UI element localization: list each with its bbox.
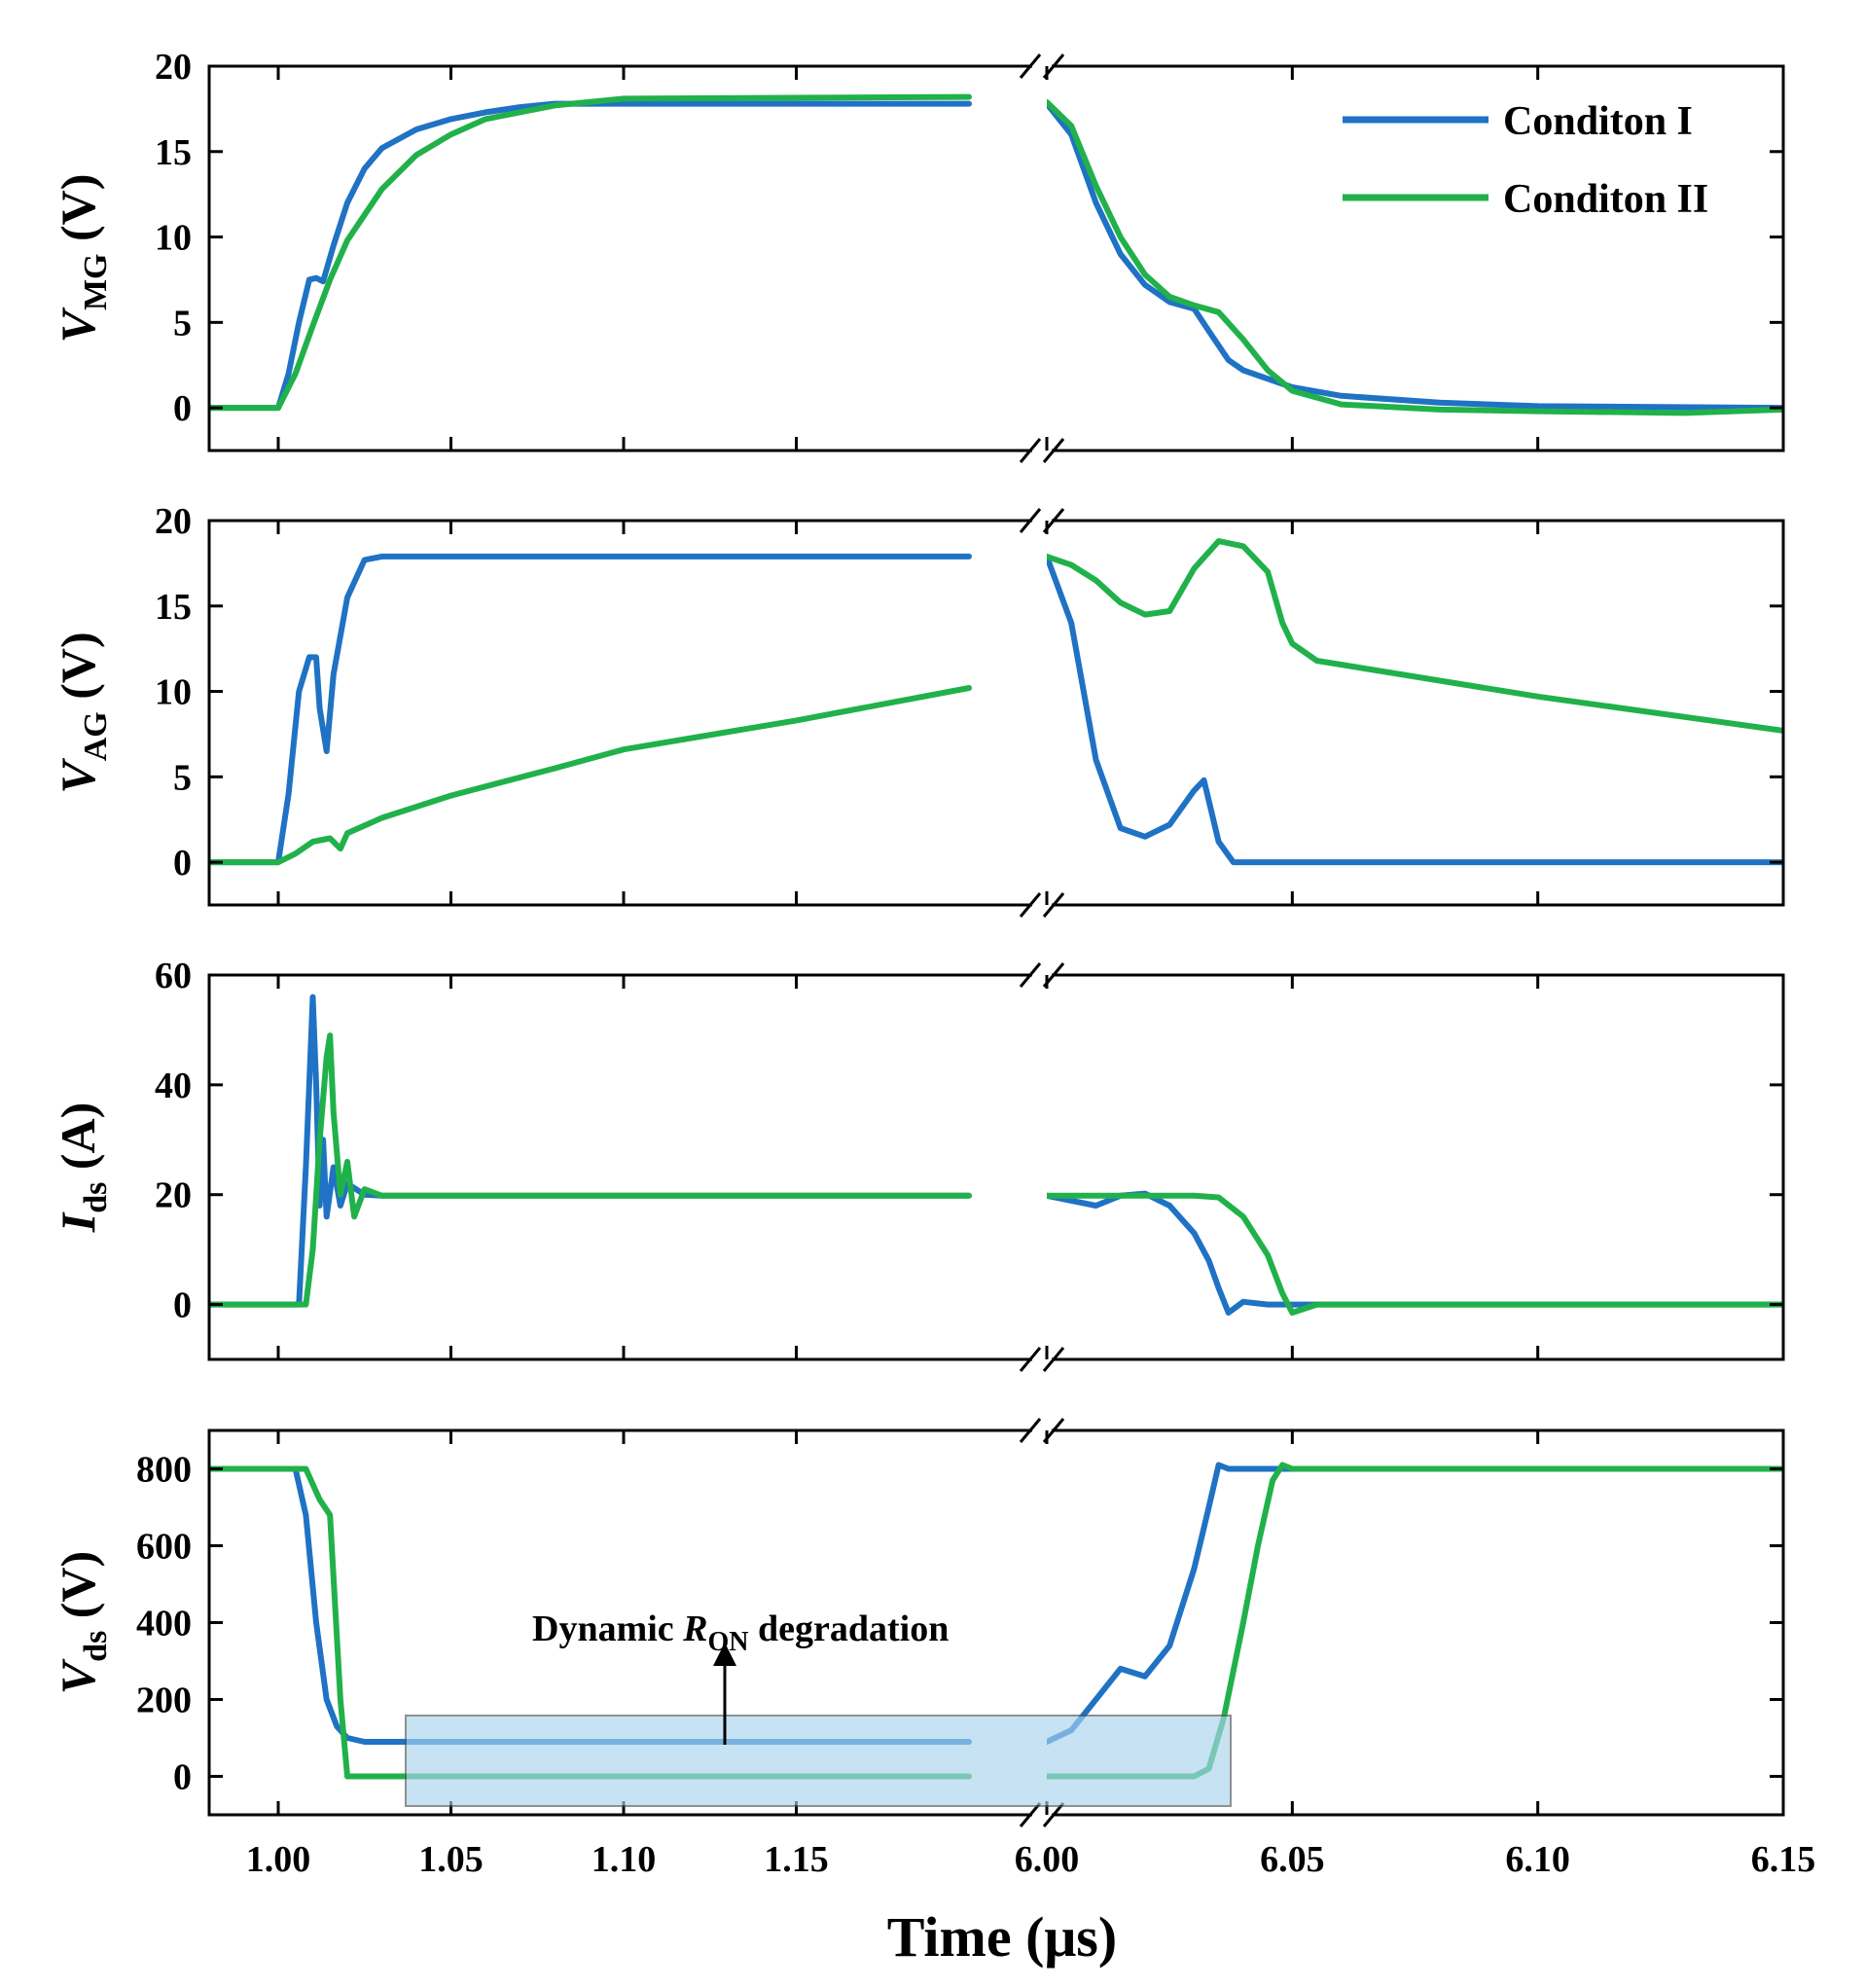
vmg-axis-break-mark-bottom-2: [1042, 438, 1065, 463]
x-axis-label: Time (μs): [887, 1905, 1117, 1969]
vag-ytick-label-5: 5: [173, 757, 192, 798]
vds-series-2-line-a: [209, 1465, 972, 1780]
vag-y-axis-unit: (V): [51, 632, 105, 711]
vag-axis-break-mark-bottom-2: [1042, 892, 1065, 918]
vag-series-2-line-a: [209, 685, 972, 866]
vds-y-axis-subscript: ds: [78, 1631, 114, 1662]
vds-ytick-label-200: 200: [136, 1681, 192, 1721]
ids-series-2-line-b: [1047, 1192, 1783, 1316]
vag-axis-break-mark-top-1: [1019, 508, 1042, 533]
vmg-plot-frame: [207, 64, 1785, 452]
annotation-suffix: degradation: [749, 1608, 950, 1649]
x-tick-label-5: 6.05: [1260, 1839, 1325, 1880]
vds-y-axis-label: Vds (V): [51, 1551, 114, 1694]
vmg-ytick-label-5: 5: [173, 303, 192, 343]
x-tick-label-1: 1.05: [418, 1839, 484, 1880]
panel-ids: 0 20 40 60 Ids (A): [51, 956, 1785, 1372]
legend-label-condition-1: Conditon I: [1503, 99, 1693, 144]
ids-axis-break-mark-bottom-2: [1042, 1347, 1065, 1372]
ids-ytick-label-40: 40: [155, 1066, 192, 1106]
vds-series-1-line-b: [1047, 1462, 1783, 1745]
ids-y-axis-symbol: I: [51, 1211, 105, 1233]
annotation-text: Dynamic RON degradation: [532, 1608, 949, 1657]
ids-y-axis-label: Ids (A): [51, 1102, 114, 1234]
panel-vmg: 0 5 10 15 20 VMG (V): [51, 47, 1785, 463]
vmg-axis-break-mark-top-1: [1019, 54, 1042, 79]
vag-ytick-label-0: 0: [173, 843, 192, 884]
ron-annotation: Dynamic RON degradation: [405, 1608, 1232, 1807]
vag-axis-break-mark-bottom-1: [1019, 892, 1042, 918]
vag-ytick-label-10: 10: [155, 672, 192, 713]
x-tick-label-2: 1.10: [592, 1839, 657, 1880]
vag-y-axis-symbol: V: [51, 758, 105, 794]
legend: Conditon I Conditon II: [1343, 99, 1708, 222]
vmg-ytick-label-0: 0: [173, 388, 192, 429]
legend-label-condition-2: Conditon II: [1503, 177, 1708, 222]
ids-plot-frame: [207, 973, 1785, 1361]
vmg-series-2-line-b: [1047, 98, 1783, 416]
vag-y-axis-subscript: AG: [78, 711, 114, 761]
x-tick-label-3: 1.15: [764, 1839, 829, 1880]
vag-series-1-line-a: [209, 553, 972, 866]
vds-ytick-label-400: 400: [136, 1604, 192, 1645]
vmg-series-1-line-a: [209, 100, 972, 412]
vmg-ytick-label-10: 10: [155, 218, 192, 259]
vds-ytick-label-600: 600: [136, 1527, 192, 1568]
vag-series-1-line-b: [1047, 553, 1783, 866]
vag-y-axis-label: VAG (V): [51, 632, 114, 793]
annotation-subscript: ON: [708, 1627, 749, 1657]
vag-series-2-line-b: [1047, 538, 1783, 734]
panel-vds: 0 200 400 600 800 1.00 1.05 1.10 1.15 6.00 6.05 6.1…: [51, 1418, 1816, 1880]
ron-highlight-box: [405, 1715, 1232, 1807]
ids-axis-break-mark-bottom-1: [1019, 1347, 1042, 1372]
ids-ytick-label-20: 20: [155, 1175, 192, 1216]
vag-plot-frame: [207, 519, 1785, 907]
ids-ytick-label-0: 0: [173, 1285, 192, 1326]
vmg-y-axis-subscript: MG: [78, 254, 114, 311]
annotation-symbol: R: [682, 1608, 707, 1649]
ids-ytick-label-60: 60: [155, 956, 192, 996]
annotation-prefix: Dynamic: [532, 1608, 683, 1649]
vds-series-1-line-a: [209, 1465, 972, 1745]
ids-series-1-line-a: [209, 994, 972, 1308]
vmg-y-axis-symbol: V: [51, 307, 105, 343]
annotation-arrowhead: [713, 1643, 736, 1666]
vmg-series-1-line-b: [1047, 100, 1783, 412]
vag-ytick-label-20: 20: [155, 501, 192, 542]
vds-y-axis-unit: (V): [51, 1551, 105, 1631]
x-tick-label-7: 6.15: [1751, 1839, 1816, 1880]
x-tick-label-4: 6.00: [1015, 1839, 1080, 1880]
vds-y-axis-symbol: V: [51, 1658, 105, 1694]
ids-axis-break-mark-top-1: [1019, 962, 1042, 988]
vag-ytick-label-15: 15: [155, 587, 192, 628]
vmg-y-axis-label: VMG (V): [51, 174, 114, 343]
ids-series-1-line-b: [1047, 1190, 1783, 1316]
vmg-y-axis-unit: (V): [51, 174, 105, 254]
x-tick-label-6: 6.10: [1505, 1839, 1570, 1880]
vds-ytick-label-800: 800: [136, 1450, 192, 1491]
vmg-axis-break-mark-bottom-1: [1019, 438, 1042, 463]
ids-series-2-line-a: [209, 1032, 972, 1308]
x-tick-label-0: 1.00: [246, 1839, 311, 1880]
vmg-series-2-line-a: [209, 93, 972, 412]
ids-y-axis-subscript: ds: [78, 1182, 114, 1213]
vds-axis-break-mark-top-1: [1019, 1418, 1042, 1443]
vmg-ytick-label-15: 15: [155, 132, 192, 173]
vmg-ytick-label-20: 20: [155, 47, 192, 88]
panel-vag: 0 5 10 15 20 VAG (V): [51, 501, 1785, 918]
vds-ytick-label-0: 0: [173, 1757, 192, 1798]
ids-y-axis-unit: (A): [51, 1102, 105, 1182]
